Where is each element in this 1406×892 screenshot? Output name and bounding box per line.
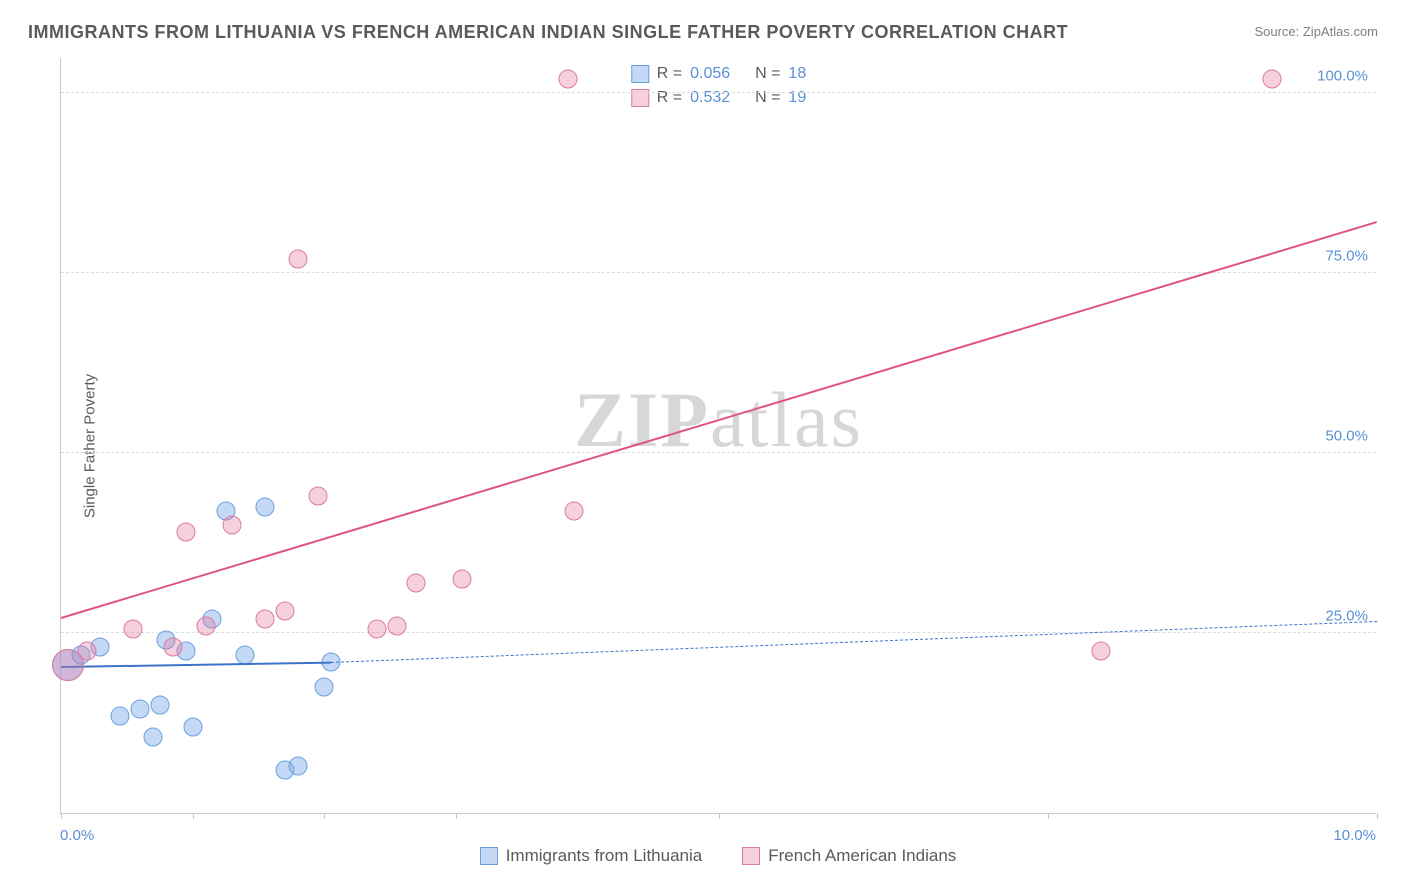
data-point <box>163 638 182 657</box>
data-point <box>255 609 274 628</box>
legend-r-value: 0.056 <box>690 62 730 86</box>
grid-line <box>61 272 1376 273</box>
trend-line <box>331 621 1377 663</box>
legend-series: Immigrants from Lithuania French American… <box>60 846 1376 870</box>
legend-item: French American Indians <box>742 846 956 866</box>
data-point <box>407 573 426 592</box>
legend-swatch <box>742 847 760 865</box>
data-point <box>255 498 274 517</box>
data-point <box>111 706 130 725</box>
data-point <box>78 642 97 661</box>
data-point <box>288 249 307 268</box>
chart-title: IMMIGRANTS FROM LITHUANIA VS FRENCH AMER… <box>28 22 1068 43</box>
grid-line <box>61 92 1376 93</box>
legend-n-value: 18 <box>788 62 806 86</box>
x-tick <box>61 813 62 819</box>
x-tick <box>193 813 194 819</box>
x-tick-min: 0.0% <box>60 827 94 844</box>
data-point <box>183 717 202 736</box>
data-point <box>236 645 255 664</box>
trend-line <box>61 221 1378 619</box>
x-tick <box>324 813 325 819</box>
data-point <box>387 616 406 635</box>
data-point <box>130 699 149 718</box>
legend-item: Immigrants from Lithuania <box>480 846 703 866</box>
legend-label: Immigrants from Lithuania <box>506 846 703 866</box>
grid-line <box>61 452 1376 453</box>
data-point <box>315 678 334 697</box>
y-tick-label: 50.0% <box>1325 428 1368 445</box>
legend-swatch <box>480 847 498 865</box>
x-tick <box>456 813 457 819</box>
data-point <box>558 69 577 88</box>
x-tick <box>1377 813 1378 819</box>
trend-line <box>61 661 331 667</box>
source-label: Source: ZipAtlas.com <box>1254 24 1378 39</box>
legend-correlation: R =0.056 N =18R =0.532 N =19 <box>631 62 806 110</box>
data-point <box>275 602 294 621</box>
grid-line <box>61 632 1376 633</box>
data-point <box>223 516 242 535</box>
y-tick-label: 75.0% <box>1325 248 1368 265</box>
data-point <box>196 616 215 635</box>
legend-r-value: 0.532 <box>690 86 730 110</box>
plot-area: ZIPatlas R =0.056 N =18R =0.532 N =19 25… <box>60 58 1376 814</box>
legend-row: R =0.056 N =18 <box>631 62 806 86</box>
data-point <box>144 728 163 747</box>
data-point <box>1091 642 1110 661</box>
data-point <box>453 570 472 589</box>
legend-swatch <box>631 65 649 83</box>
x-tick <box>719 813 720 819</box>
y-tick-label: 100.0% <box>1317 68 1368 85</box>
legend-label: French American Indians <box>768 846 956 866</box>
legend-row: R =0.532 N =19 <box>631 86 806 110</box>
data-point <box>565 501 584 520</box>
data-point <box>124 620 143 639</box>
data-point <box>150 696 169 715</box>
x-tick-max: 10.0% <box>1333 827 1376 844</box>
data-point <box>1262 69 1281 88</box>
x-tick <box>1048 813 1049 819</box>
legend-n-value: 19 <box>788 86 806 110</box>
data-point <box>367 620 386 639</box>
data-point <box>308 487 327 506</box>
data-point <box>177 523 196 542</box>
data-point <box>288 757 307 776</box>
